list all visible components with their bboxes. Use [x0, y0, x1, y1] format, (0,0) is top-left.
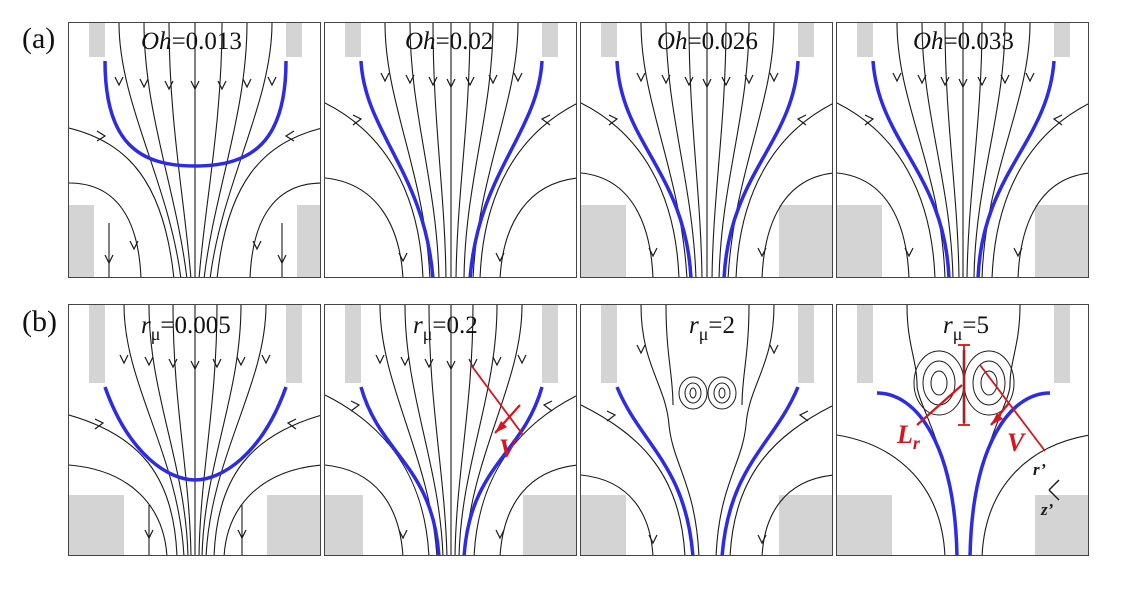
streamlines	[69, 305, 320, 555]
row-label-b: (b)	[22, 305, 57, 338]
liquid-interface	[615, 60, 693, 277]
streamlines	[581, 23, 832, 277]
flow-arrows	[608, 72, 807, 258]
liquid-interface	[871, 60, 951, 277]
solid-walls	[581, 305, 832, 555]
param-value: =0.013	[172, 28, 242, 55]
flow-arrows	[352, 72, 551, 263]
svg-text:Oh=0.013: Oh=0.013	[141, 28, 242, 55]
flow-arrows	[350, 354, 553, 540]
liquid-interface	[468, 60, 544, 277]
streamlines	[837, 23, 1088, 277]
solid-walls	[837, 23, 1088, 277]
panel-a3: Oh=0.026	[580, 22, 833, 278]
panel-a4: Oh=0.033	[836, 22, 1089, 278]
solid-walls	[69, 23, 320, 277]
flow-arrows	[96, 76, 295, 265]
flow-arrows	[606, 344, 809, 545]
liquid-interface	[359, 386, 441, 555]
panel-b3: rμ=2	[580, 304, 833, 556]
liquid-interface	[968, 391, 1051, 555]
streamlines	[69, 23, 320, 277]
liquid-interface	[976, 60, 1056, 277]
row-label-a: (a)	[22, 22, 56, 55]
liquid-interface	[876, 391, 959, 555]
liquid-interface	[359, 60, 435, 277]
svg-text:Lr: Lr	[896, 420, 921, 453]
panel-b2: V rμ=0.2	[324, 304, 577, 556]
solid-walls	[69, 305, 320, 555]
panel-b4: Lr V r’ z’ rμ=5	[836, 304, 1089, 556]
flow-arrows	[864, 72, 1063, 258]
svg-text:Oh=0.026: Oh=0.026	[657, 28, 758, 55]
solid-walls	[837, 305, 1088, 555]
svg-text:rμ=2: rμ=2	[689, 312, 735, 344]
liquid-interface	[103, 386, 288, 482]
recirculation-vortices	[678, 376, 737, 410]
param-symbol: Oh	[141, 28, 172, 55]
recirculation-length-annotation: Lr	[896, 344, 970, 453]
solid-walls	[345, 23, 558, 57]
velocity-annotation: V	[470, 364, 524, 463]
solid-walls	[581, 23, 832, 277]
panel-a2: Oh=0.02	[324, 22, 577, 278]
svg-text:Oh=0.033: Oh=0.033	[913, 28, 1014, 55]
flow-arrows	[94, 354, 297, 540]
svg-text:Oh=0.02: Oh=0.02	[405, 28, 493, 55]
coordinate-axes: r’ z’	[1033, 460, 1060, 519]
svg-text:rμ=0.2: rμ=0.2	[413, 312, 478, 344]
recirculation-length-label: L	[896, 420, 913, 449]
solid-walls	[325, 305, 576, 555]
liquid-interface	[720, 386, 800, 555]
velocity-label: V	[1007, 428, 1027, 457]
axis-z-label: z’	[1040, 500, 1054, 519]
svg-text:rμ=5: rμ=5	[943, 312, 989, 344]
liquid-interface	[615, 386, 695, 555]
liquid-interface	[462, 386, 544, 555]
velocity-annotation: V	[979, 364, 1046, 457]
axis-r-label: r’	[1033, 460, 1046, 479]
velocity-label: V	[499, 434, 519, 463]
liquid-interface	[722, 60, 800, 277]
streamlines	[581, 305, 832, 555]
svg-text:rμ=0.005: rμ=0.005	[141, 312, 231, 344]
streamlines	[325, 23, 576, 277]
liquid-interface	[103, 60, 288, 168]
panel-a1: Oh=0.013	[68, 22, 321, 278]
panel-b1: rμ=0.005	[68, 304, 321, 556]
